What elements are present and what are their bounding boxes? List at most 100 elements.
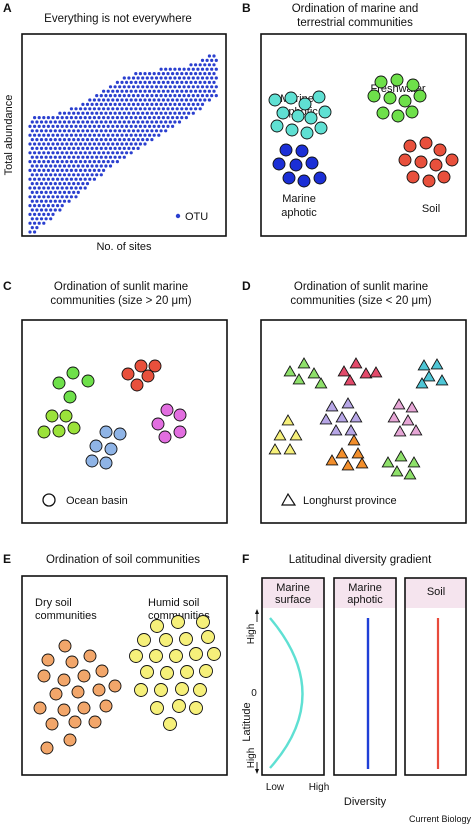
otu-dot bbox=[92, 124, 96, 128]
otu-dot bbox=[141, 129, 145, 133]
otu-dot bbox=[143, 116, 147, 120]
otu-dot bbox=[30, 208, 34, 212]
otu-dot bbox=[65, 160, 69, 164]
otu-dot bbox=[207, 89, 211, 93]
otu-dot bbox=[53, 190, 57, 194]
otu-dot bbox=[198, 72, 202, 76]
otu-dot bbox=[157, 116, 161, 120]
otu-dot bbox=[46, 116, 51, 120]
otu-dot bbox=[191, 102, 195, 106]
panel-d-frame bbox=[260, 319, 467, 524]
otu-dot bbox=[145, 85, 149, 89]
humid-soil-point bbox=[179, 632, 193, 646]
otu-dot bbox=[33, 204, 37, 208]
otu-dot bbox=[214, 58, 218, 63]
otu-dot bbox=[99, 155, 103, 159]
otu-dot bbox=[42, 116, 46, 120]
otu-dot bbox=[53, 155, 57, 159]
otu-dot bbox=[44, 155, 48, 159]
otu-dot bbox=[131, 76, 136, 80]
otu-dot bbox=[138, 116, 142, 120]
panel-c-letter: C bbox=[3, 279, 12, 293]
otu-dot bbox=[35, 208, 39, 212]
otu-dot bbox=[33, 124, 37, 128]
col-soil-frame bbox=[404, 577, 467, 776]
otu-dot bbox=[95, 138, 99, 142]
otu-dot bbox=[143, 72, 147, 76]
otu-dot bbox=[74, 168, 78, 172]
otu-dot bbox=[106, 89, 110, 93]
otu-dot bbox=[28, 124, 32, 128]
humid-soil-point bbox=[163, 717, 177, 731]
otu-dot bbox=[111, 98, 115, 102]
otu-dot bbox=[180, 107, 184, 111]
otu-dot bbox=[46, 151, 51, 155]
otu-dot bbox=[122, 85, 126, 89]
otu-dot bbox=[74, 116, 78, 120]
longhurst-point bbox=[292, 373, 306, 385]
otu-dot bbox=[104, 138, 108, 142]
otu-dot bbox=[194, 63, 198, 67]
otu-dot bbox=[136, 94, 140, 98]
otu-dot bbox=[97, 107, 101, 111]
panel-e-title: Ordination of soil communities bbox=[46, 554, 200, 566]
panel-d-letter: D bbox=[242, 279, 251, 293]
dry-soil-point bbox=[77, 701, 91, 715]
marine-aphotic-point bbox=[289, 158, 303, 172]
soil-point bbox=[429, 158, 443, 172]
otu-dot bbox=[115, 124, 119, 128]
otu-dot bbox=[148, 98, 152, 102]
otu-dot bbox=[168, 102, 172, 106]
longhurst-point bbox=[319, 413, 333, 425]
humid-soil-point bbox=[159, 633, 173, 647]
otu-dot bbox=[60, 151, 64, 155]
otu-dot bbox=[141, 85, 145, 89]
otu-dot bbox=[159, 102, 163, 106]
otu-dot bbox=[200, 58, 205, 63]
otu-dot bbox=[184, 80, 188, 84]
otu-dot bbox=[51, 204, 55, 208]
longhurst-point bbox=[329, 424, 343, 436]
panel-d-title-line1: Ordination of sunlit marine bbox=[294, 281, 428, 293]
dry-soil-point bbox=[77, 669, 91, 683]
otu-dot bbox=[104, 164, 108, 168]
otu-dot bbox=[76, 120, 80, 124]
otu-dot bbox=[106, 116, 110, 120]
legend-ocean-basin-label: Ocean basin bbox=[66, 495, 128, 507]
otu-dot bbox=[37, 124, 41, 128]
otu-dot bbox=[90, 111, 94, 115]
otu-dot bbox=[148, 72, 152, 76]
otu-dot bbox=[177, 102, 182, 106]
otu-dot bbox=[60, 204, 64, 208]
otu-dot bbox=[122, 102, 126, 106]
marine-euphotic-point bbox=[276, 106, 290, 120]
otu-dot bbox=[56, 151, 60, 155]
otu-dot bbox=[44, 199, 48, 203]
longhurst-point bbox=[349, 357, 363, 369]
otu-dot bbox=[143, 142, 147, 146]
otu-dot bbox=[108, 111, 113, 115]
otu-dot bbox=[131, 138, 136, 142]
otu-dot bbox=[212, 63, 216, 67]
otu-dot bbox=[125, 98, 129, 102]
otu-dot bbox=[99, 173, 103, 177]
otu-dot bbox=[72, 111, 76, 115]
otu-dot bbox=[67, 190, 71, 194]
otu-dot bbox=[138, 107, 142, 111]
otu-dot bbox=[182, 102, 186, 106]
otu-dot bbox=[37, 116, 41, 120]
otu-dot bbox=[173, 94, 177, 98]
otu-dot bbox=[67, 146, 71, 150]
otu-dot bbox=[111, 116, 115, 120]
otu-dot bbox=[108, 94, 113, 98]
otu-dot bbox=[74, 133, 78, 137]
otu-dot bbox=[111, 89, 115, 93]
x-tick-high: High bbox=[309, 782, 330, 793]
otu-dot bbox=[76, 190, 80, 194]
otu-dot bbox=[76, 138, 80, 142]
otu-dot bbox=[129, 89, 133, 93]
otu-dot bbox=[111, 107, 115, 111]
panel-b: B Ordination of marine and terrestrial c… bbox=[242, 1, 467, 237]
panel-b-title-line1: Ordination of marine and bbox=[292, 3, 419, 15]
